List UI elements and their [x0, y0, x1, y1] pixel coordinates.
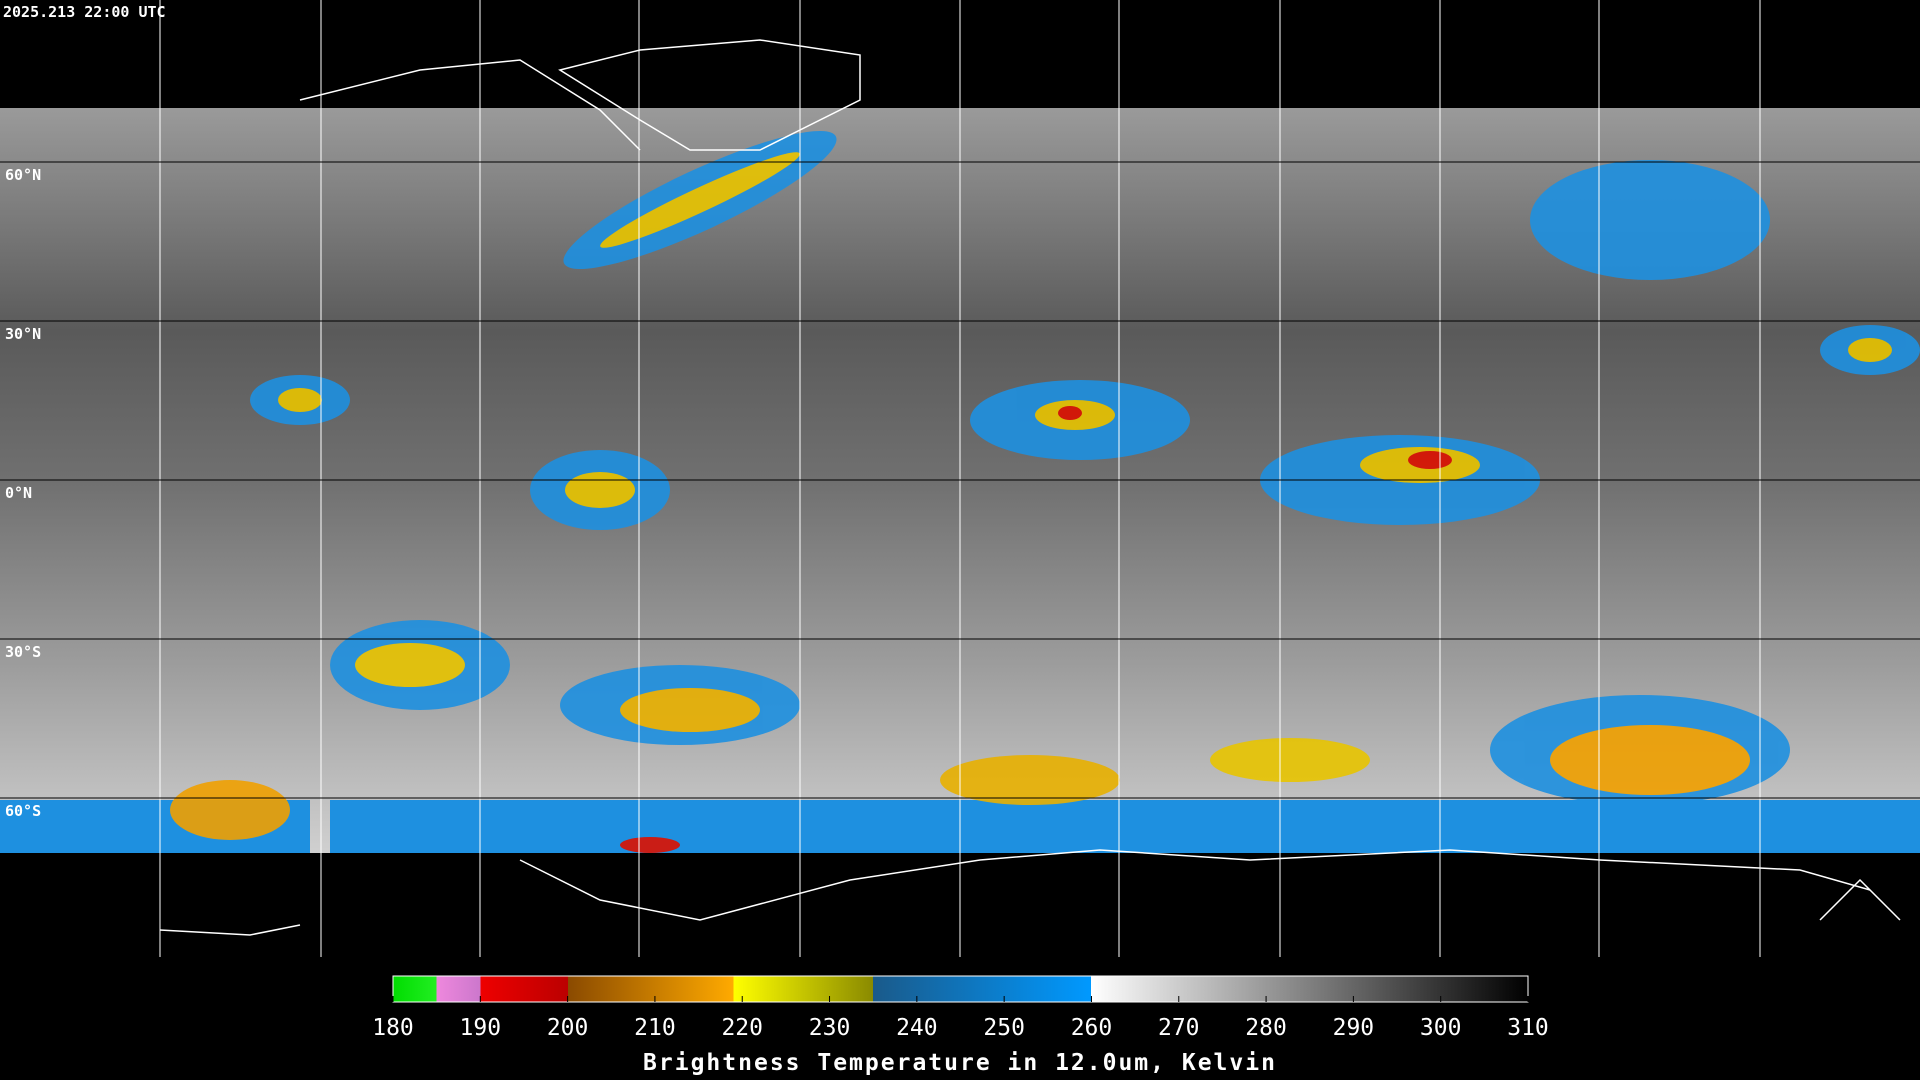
colorbar — [392, 975, 1529, 1003]
cloud-band — [330, 800, 1920, 853]
tick-label: 240 — [896, 1015, 938, 1041]
tick-label: 270 — [1158, 1015, 1200, 1041]
tick-label: 280 — [1245, 1015, 1287, 1041]
tick-label: 180 — [372, 1015, 414, 1041]
tick-label: 290 — [1333, 1015, 1375, 1041]
tick-label: 300 — [1420, 1015, 1462, 1041]
latitude-lines — [0, 161, 1920, 799]
tick-label: 230 — [809, 1015, 851, 1041]
latitude-label: 30°S — [5, 643, 41, 661]
coastlines — [159, 39, 1901, 936]
timestamp: 2025.213 22:00 UTC — [3, 3, 166, 21]
latitude-label: 60°S — [5, 802, 41, 820]
tick-label: 200 — [547, 1015, 589, 1041]
cloud-features — [170, 131, 1920, 853]
tick-label: 220 — [721, 1015, 763, 1041]
latitude-label: 60°N — [5, 166, 41, 184]
tick-label: 250 — [983, 1015, 1025, 1041]
colorbar-title: Brightness Temperature in 12.0um, Kelvin — [643, 1050, 1277, 1076]
tick-label: 310 — [1507, 1015, 1549, 1041]
latitude-label: 0°N — [5, 484, 32, 502]
tick-label: 260 — [1071, 1015, 1113, 1041]
tick-label: 210 — [634, 1015, 676, 1041]
tick-label: 190 — [460, 1015, 502, 1041]
latitude-label: 30°N — [5, 325, 41, 343]
